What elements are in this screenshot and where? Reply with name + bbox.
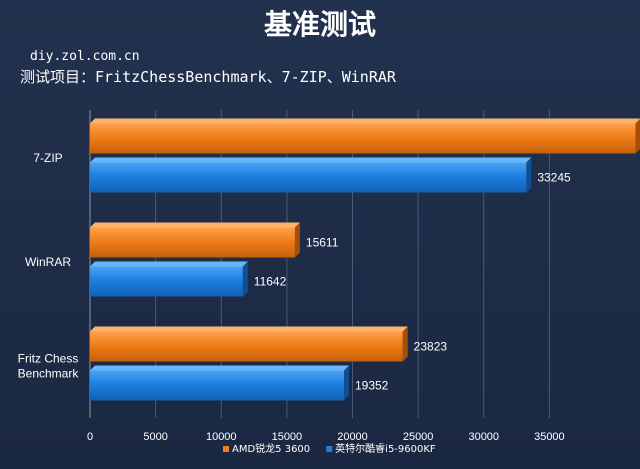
bar-top [90,261,248,267]
bar-side [294,222,300,258]
chart-source: diy.zol.com.cn [30,49,140,64]
data-label: 23823 [414,340,448,354]
bars [90,118,640,401]
legend-swatch [223,446,229,452]
x-tick-label: 0 [87,431,93,443]
bar-top [90,222,300,228]
bar-top [90,157,532,163]
bar-side [343,365,349,401]
chart-title: 基准测试 [264,8,376,41]
bar-intel [90,370,344,401]
category-label: WinRAR [25,255,71,269]
x-tick-label: 35000 [534,431,565,443]
bar-side [402,326,408,362]
x-tick-label: 10000 [206,431,237,443]
bar-top [90,118,640,124]
x-tick-label: 20000 [337,431,368,443]
bar-intel [90,266,243,297]
bar-top [90,326,408,332]
bar-side [635,118,640,154]
x-tick-label: 15000 [272,431,303,443]
bar-side [242,261,248,297]
bar-side [526,157,532,193]
data-label: 33245 [537,171,571,185]
bar-amd [90,123,636,154]
x-tick-label: 25000 [403,431,434,443]
bar-intel [90,162,527,193]
category-label: 7-ZIP [33,151,62,165]
category-label: Benchmark [18,367,80,381]
data-label: 11642 [254,275,287,289]
legend-entry: AMD锐龙5 3600 [232,442,310,455]
chart-subtitle: 测试项目：FritzChessBenchmark、7-ZIP、WinRAR [20,68,397,86]
legend-entry: 英特尔酷睿i5-9600KF [335,442,436,455]
legend: AMD锐龙5 3600 英特尔酷睿i5-9600KF [223,442,436,455]
labels: 0500010000150002000025000300003500041561… [18,151,571,443]
bar-amd [90,227,295,258]
data-label: 19352 [355,379,389,393]
bar-top [90,365,349,371]
category-label: Fritz Chess [18,352,79,366]
legend-swatch [326,446,333,452]
data-label: 15611 [306,236,339,250]
x-tick-label: 5000 [143,431,167,443]
x-tick-label: 30000 [468,431,499,443]
bar-amd [90,331,403,362]
